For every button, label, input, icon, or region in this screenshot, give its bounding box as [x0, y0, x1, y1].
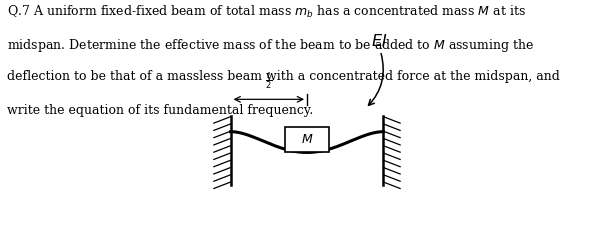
Text: midspan. Determine the effective mass of the beam to be added to $M$ assuming th: midspan. Determine the effective mass of…	[7, 37, 534, 54]
Text: deflection to be that of a massless beam with a concentrated force at the midspa: deflection to be that of a massless beam…	[7, 70, 560, 83]
Text: write the equation of its fundamental frequency.: write the equation of its fundamental fr…	[7, 104, 313, 117]
Text: $EI$: $EI$	[371, 33, 388, 50]
Bar	[285, 127, 329, 152]
Text: $M$: $M$	[301, 133, 313, 146]
Text: $\frac{\ell}{2}$: $\frac{\ell}{2}$	[265, 71, 273, 91]
Text: Q.7 A uniform fixed-fixed beam of total mass $m_b$ has a concentrated mass $M$ a: Q.7 A uniform fixed-fixed beam of total …	[7, 3, 526, 20]
